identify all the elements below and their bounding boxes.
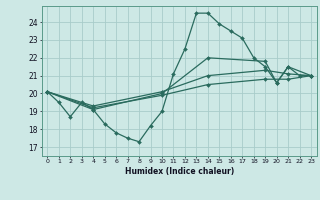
X-axis label: Humidex (Indice chaleur): Humidex (Indice chaleur) [124, 167, 234, 176]
